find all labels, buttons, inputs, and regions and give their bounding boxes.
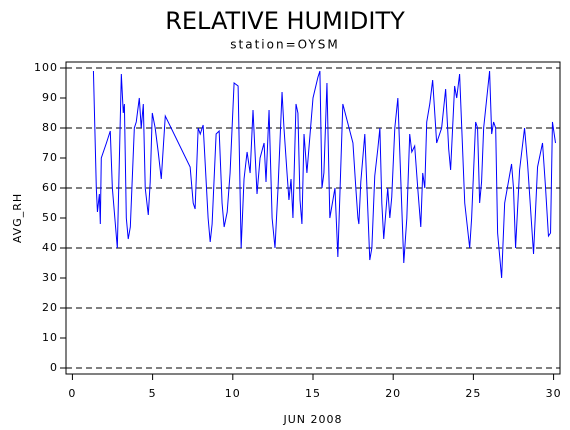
y-tick-label: 100 <box>34 61 58 74</box>
x-tick-label: 10 <box>225 387 241 400</box>
y-tick-label: 30 <box>42 271 58 284</box>
y-tick-label: 20 <box>42 301 58 314</box>
y-tick-label: 10 <box>42 331 58 344</box>
y-tick-label: 70 <box>42 151 58 164</box>
x-axis-label: JUN 2008 <box>282 413 342 426</box>
x-tick-label: 5 <box>149 387 157 400</box>
chart-subtitle: station=OYSM <box>230 38 339 52</box>
y-tick-label: 50 <box>42 211 58 224</box>
y-tick-label: 60 <box>42 181 58 194</box>
x-tick-label: 25 <box>465 387 481 400</box>
x-tick-label: 30 <box>546 387 562 400</box>
data-line <box>92 70 557 279</box>
x-tick-label: 15 <box>305 387 321 400</box>
x-tick-label: 0 <box>68 387 76 400</box>
x-tick-label: 20 <box>385 387 401 400</box>
y-tick-label: 80 <box>42 121 58 134</box>
chart-title: RELATIVE HUMIDITY <box>165 7 405 35</box>
y-tick-label: 40 <box>42 241 58 254</box>
y-axis-label: AVG_RH <box>11 193 24 243</box>
y-tick-label: 90 <box>42 91 58 104</box>
y-tick-label: 0 <box>50 361 58 374</box>
